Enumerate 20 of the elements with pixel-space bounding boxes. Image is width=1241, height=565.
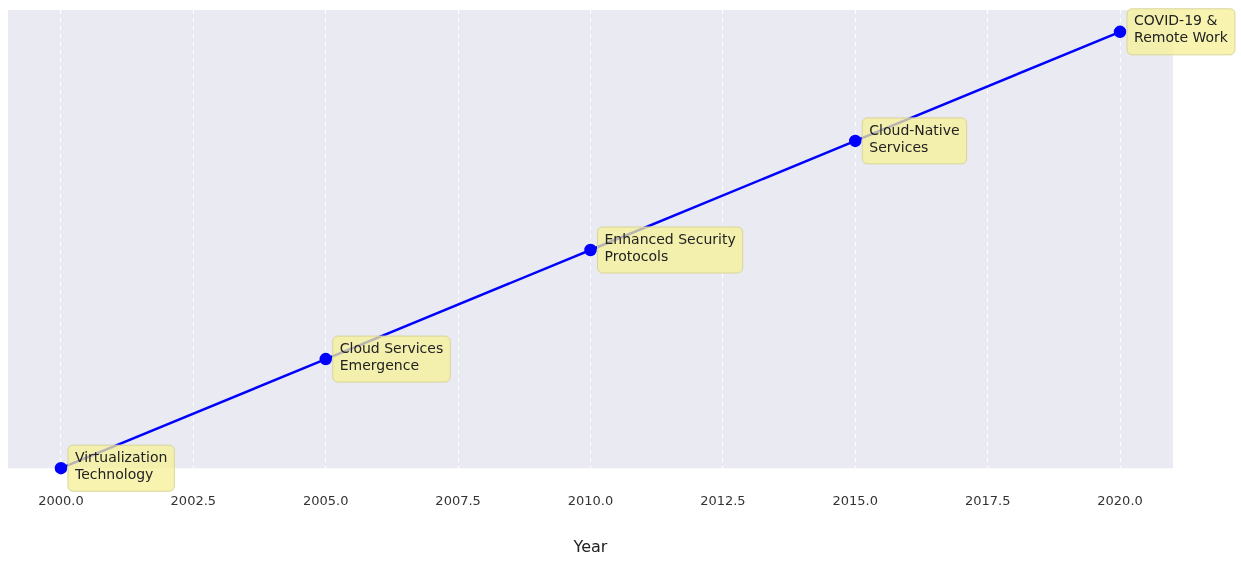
x-tick-label: 2000.0 xyxy=(38,493,84,509)
point xyxy=(584,243,597,257)
annotation: Cloud Services Emergence xyxy=(339,339,444,373)
x-tick-label: 2005.0 xyxy=(302,493,349,509)
x-tick-label: 2017.5 xyxy=(964,493,1011,509)
annotation: Cloud-Native Services xyxy=(869,121,960,155)
x-tick-label: 2007.5 xyxy=(435,493,481,509)
x-tick-label: 2010.0 xyxy=(567,493,614,509)
x-tick-label: 2015.0 xyxy=(832,493,879,509)
point xyxy=(1113,25,1127,39)
x-tick-label: 2002.5 xyxy=(170,493,217,509)
point xyxy=(54,461,68,475)
point xyxy=(849,134,862,148)
annotation: Virtualization Technology xyxy=(73,448,168,482)
point xyxy=(319,352,332,366)
x-axis-title: Year xyxy=(572,536,608,556)
annotation: COVID-19 & Remote Work xyxy=(1134,12,1229,46)
annotation: Enhanced Security Protocols xyxy=(604,230,736,264)
x-tick-label: 2012.5 xyxy=(700,493,746,509)
x-tick-label: 2020.0 xyxy=(1097,493,1143,509)
